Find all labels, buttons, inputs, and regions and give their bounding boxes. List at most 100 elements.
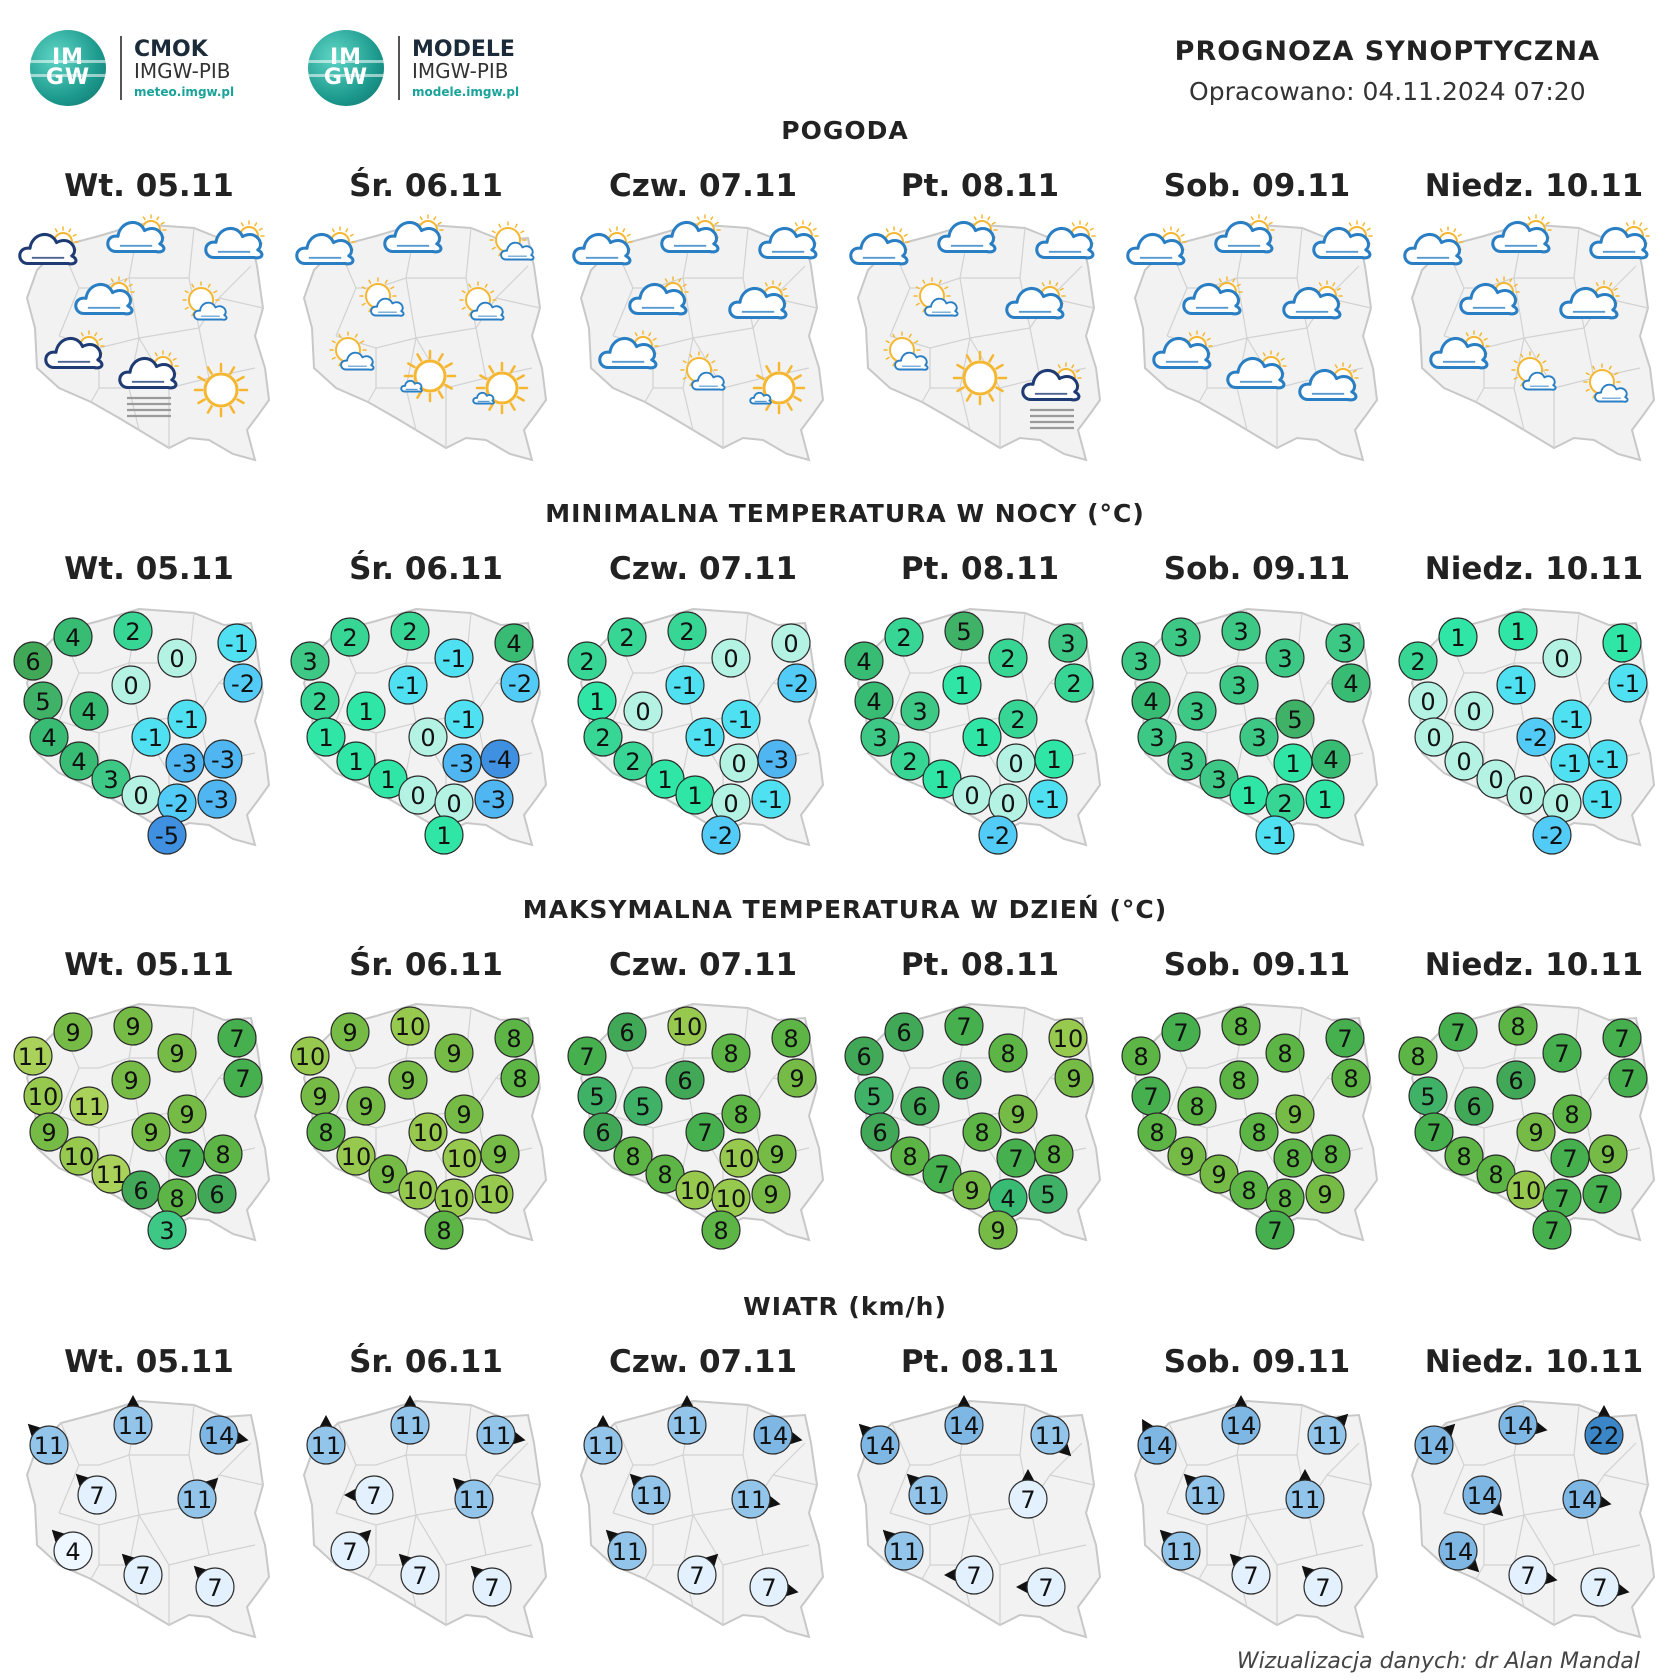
voivodeship-border (921, 387, 931, 403)
temperature-value: 1 (974, 724, 989, 752)
wind-direction-arrow-icon (1183, 1473, 1197, 1487)
temperature-marker: 9 (952, 1170, 992, 1210)
wind-direction-arrow-icon (596, 1415, 610, 1428)
wind-marker: 7 (1229, 1553, 1271, 1595)
temperature-value: 7 (1562, 1145, 1577, 1173)
temperature-value: 1 (318, 724, 333, 752)
temperature-value: -2 (165, 790, 189, 818)
temperature-value: 1 (1317, 786, 1332, 814)
temperature-marker: 7 (1414, 1112, 1454, 1152)
temperature-marker: 1 (942, 665, 982, 705)
wind-direction-arrow-icon (75, 1473, 89, 1487)
wind-speed-value: 11 (311, 1432, 342, 1460)
temperature-marker: 9 (167, 1094, 207, 1134)
wind-speed-value: 14 (1567, 1486, 1598, 1514)
temperature-value: 0 (1008, 750, 1023, 778)
temperature-value: 1 (934, 766, 949, 794)
voivodeship-border (1236, 387, 1248, 431)
temperature-value: 8 (733, 1101, 748, 1129)
temperature-value: 3 (1133, 648, 1148, 676)
temperature-marker: 1 (1305, 779, 1345, 819)
temperature-marker: 0 (719, 743, 759, 783)
temperature-marker: 9 (998, 1094, 1038, 1134)
temperature-marker: 7 (1532, 1210, 1572, 1250)
temperature-marker: 8 (1498, 1006, 1538, 1046)
temperature-marker: 9 (777, 1058, 817, 1098)
temperature-marker: 8 (711, 1033, 751, 1073)
temperature-marker: 8 (500, 1058, 540, 1098)
temperature-value: 9 (400, 1067, 415, 1095)
temperature-value: 9 (1317, 1181, 1332, 1209)
imgw-logo-icon: IM GW (30, 30, 106, 106)
temperature-value: 10 (672, 1013, 703, 1041)
voivodeship-border (208, 1544, 256, 1556)
temperature-marker: 6 (13, 641, 53, 681)
temperature-marker: 0 (157, 638, 197, 678)
wind-marker: 7 (193, 1565, 235, 1607)
logo-cmok[interactable]: IM GW CMOK IMGW-PIB meteo.imgw.pl (30, 30, 234, 106)
day-label: Śr. 06.11 (349, 1344, 503, 1380)
voivodeship-border (1198, 387, 1208, 403)
temperature-value: 2 (1277, 790, 1292, 818)
logo-modele[interactable]: IM GW MODELE IMGW-PIB modele.imgw.pl (308, 30, 519, 106)
temperature-marker: 3 (1219, 665, 1259, 705)
weather-map (1126, 214, 1379, 462)
temperature-marker: 3 (1239, 717, 1279, 757)
day-label: Niedz. 10.11 (1424, 168, 1644, 204)
temperature-marker: 2 (300, 681, 340, 721)
temperature-value: 1 (1046, 746, 1061, 774)
temperature-marker: 4 (988, 1178, 1028, 1218)
day-label: Sob. 09.11 (1163, 1344, 1351, 1380)
wind-direction-arrow-icon (957, 1395, 971, 1408)
temperature-value: 10 (395, 1013, 426, 1041)
temperature-value: 3 (1337, 630, 1352, 658)
wind-marker: 7 (944, 1555, 994, 1595)
sun-icon (952, 350, 1008, 406)
wind-speed-value: 7 (1520, 1562, 1535, 1590)
temperature-marker: 0 (1542, 638, 1582, 678)
temperature-value: 10 (1511, 1177, 1542, 1205)
wind-direction-arrow-icon (944, 1568, 957, 1582)
temperature-marker: 4 (29, 717, 69, 757)
temperature-marker: 7 (1325, 1018, 1365, 1058)
logo-url: modele.imgw.pl (412, 84, 520, 99)
wind-speed-value: 11 (1312, 1422, 1343, 1450)
temperature-value: 10 (716, 1185, 747, 1213)
temperature-marker: 3 (1167, 741, 1207, 781)
wind-marker: 11 (27, 1423, 69, 1465)
wind-direction-arrow-icon (785, 1583, 799, 1597)
temperature-marker: 5 (854, 1076, 894, 1116)
cloud-sun-icon (1298, 362, 1359, 402)
temperature-marker: -2 (500, 663, 540, 703)
temperature-value: 8 (1133, 1043, 1148, 1071)
temperature-marker: 10 (390, 1006, 430, 1046)
cloud-sun-icon (1005, 280, 1066, 320)
temperature-marker: 9 (751, 1174, 791, 1214)
temperature-value: -2 (508, 670, 532, 698)
cloud-sun-icon (598, 330, 659, 370)
wind-marker: 11 (1183, 1473, 1225, 1515)
wind-marker: 7 (1016, 1567, 1066, 1607)
temperature-marker: 9 (29, 1112, 69, 1152)
temperature-marker: 9 (434, 1033, 474, 1073)
wind-direction-arrow-icon (1534, 1421, 1548, 1435)
voivodeship-border (1049, 1474, 1095, 1486)
temperature-value: 2 (896, 624, 911, 652)
temperature-marker: 6 (900, 1086, 940, 1126)
credit-text: Wizualizacja danych: dr Alan Mandal (1236, 1649, 1640, 1674)
temperature-marker: 2 (884, 617, 924, 657)
temperature-value: 8 (169, 1185, 184, 1213)
temperature-value: 6 (954, 1067, 969, 1095)
voivodeship-border (138, 1504, 210, 1566)
voivodeship-border (762, 1544, 810, 1556)
temperature-value: 8 (215, 1141, 230, 1169)
temperature-marker: 4 (53, 617, 93, 657)
temperature-marker: -3 (165, 743, 205, 783)
temperature-marker: -2 (701, 815, 741, 855)
voivodeship-border (1246, 1504, 1318, 1566)
wind-direction-arrow-icon (193, 1565, 207, 1579)
temperature-value: 0 (1554, 790, 1569, 818)
